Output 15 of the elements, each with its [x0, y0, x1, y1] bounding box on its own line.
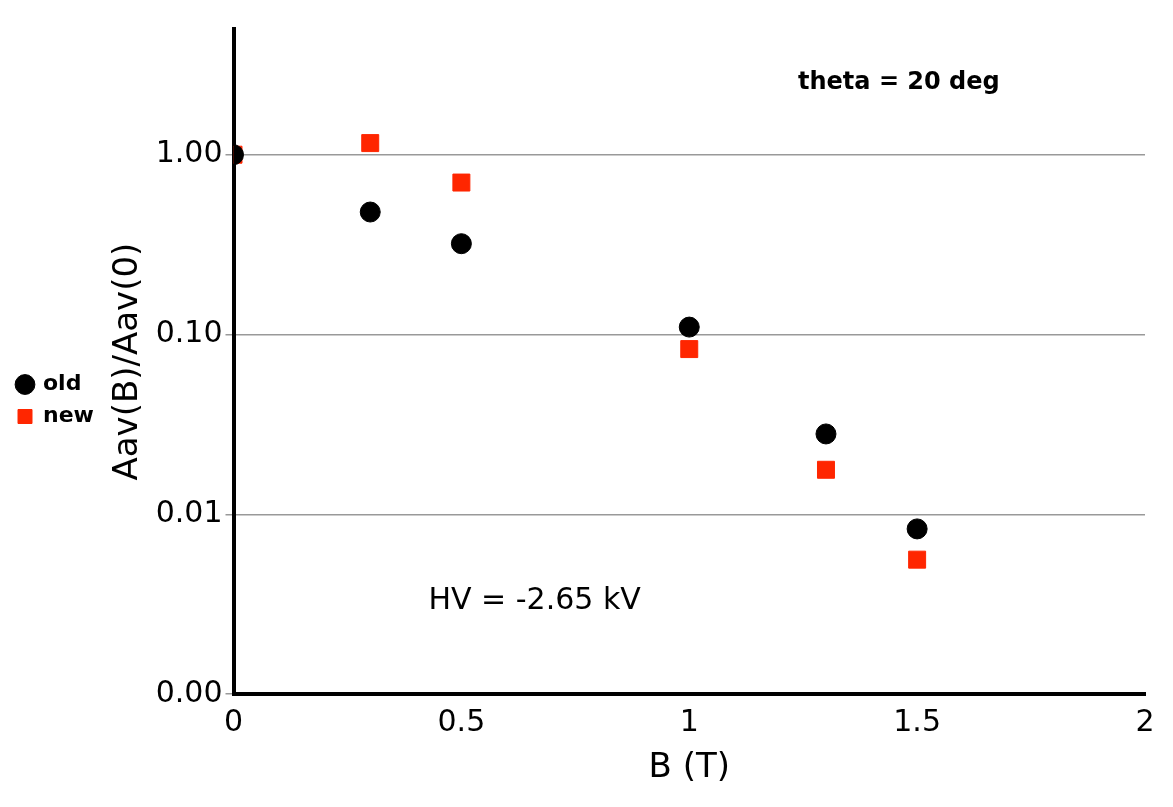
- y-tick-label: 1.00: [155, 134, 223, 170]
- x-tick-label: 0: [223, 703, 244, 738]
- x-tick-label: 1.5: [893, 703, 941, 738]
- legend-label: old: [43, 370, 82, 396]
- y-axis-title: Aav(B)/Aav(0): [105, 242, 146, 481]
- y-tick-label: 0.10: [155, 314, 223, 350]
- y-tick-label: 0.00: [155, 674, 223, 709]
- x-tick-label: 1: [679, 703, 699, 738]
- x-axis-title: B (T): [648, 745, 730, 786]
- x-tick-label: 0.5: [437, 703, 486, 738]
- annotation: theta = 20 deg: [798, 67, 1000, 95]
- x-tick-label: 2: [1135, 703, 1155, 738]
- annotation: HV = -2.65 kV: [428, 581, 642, 617]
- legend-label: new: [43, 402, 94, 428]
- y-tick-label: 0.01: [155, 494, 223, 530]
